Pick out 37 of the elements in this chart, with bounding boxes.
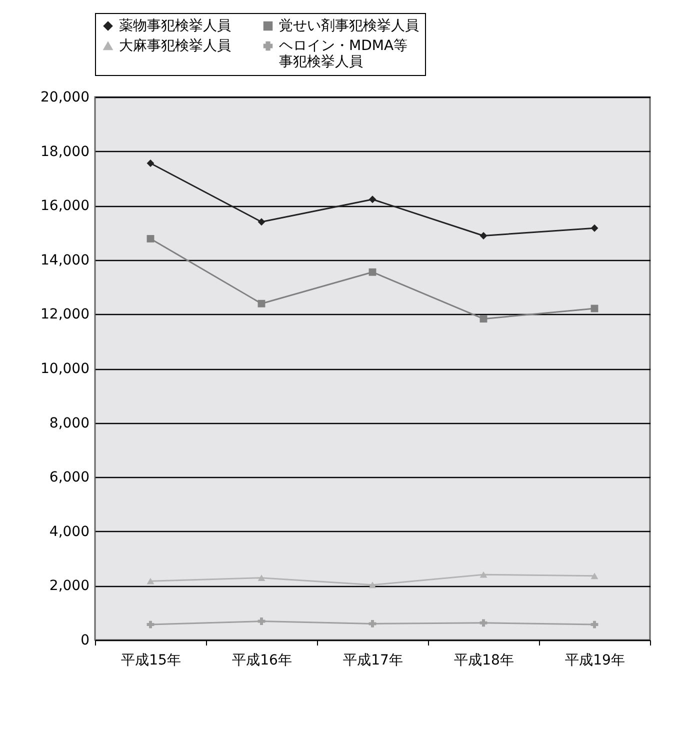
point: [590, 620, 598, 628]
y-tick-label: 2,000: [49, 578, 90, 594]
point: [146, 235, 154, 242]
point: [480, 619, 488, 627]
y-tick-label: 6,000: [49, 470, 90, 486]
legend-label: 大麻事犯検挙人員: [119, 38, 231, 54]
y-tick-label: 0: [80, 632, 90, 648]
point: [480, 571, 488, 578]
x-tick-label: 平成16年: [232, 652, 292, 668]
y-tick-label: 20,000: [40, 90, 90, 106]
y-tick-label: 4,000: [49, 524, 90, 540]
y-tick-label: 12,000: [40, 306, 90, 323]
point: [258, 574, 266, 582]
x-tick-label: 平成18年: [454, 652, 514, 668]
point: [590, 572, 598, 580]
x-tick-label: 平成19年: [565, 652, 625, 668]
point: [368, 268, 376, 276]
y-tick-label: 16,000: [40, 198, 90, 214]
legend-label: 薬物事犯検挙人員: [119, 18, 231, 34]
x-tick-label: 平成17年: [343, 652, 403, 668]
legend-label: 覚せい剤事犯検挙人員: [279, 18, 419, 34]
y-tick-label: 14,000: [40, 252, 90, 268]
y-tick-label: 8,000: [49, 415, 90, 432]
legend-label: ヘロイン・MDMA等事犯検挙人員: [279, 38, 408, 70]
point: [590, 224, 598, 232]
point: [146, 620, 154, 628]
point: [480, 315, 488, 323]
point: [146, 578, 154, 584]
point: [368, 196, 376, 204]
point: [368, 620, 376, 628]
y-tick-label: 18,000: [40, 144, 90, 160]
point: [258, 300, 266, 308]
point: [368, 582, 376, 588]
x-tick-label: 平成15年: [121, 652, 181, 668]
y-tick-label: 10,000: [40, 361, 90, 377]
point: [258, 618, 266, 625]
point: [258, 218, 266, 226]
